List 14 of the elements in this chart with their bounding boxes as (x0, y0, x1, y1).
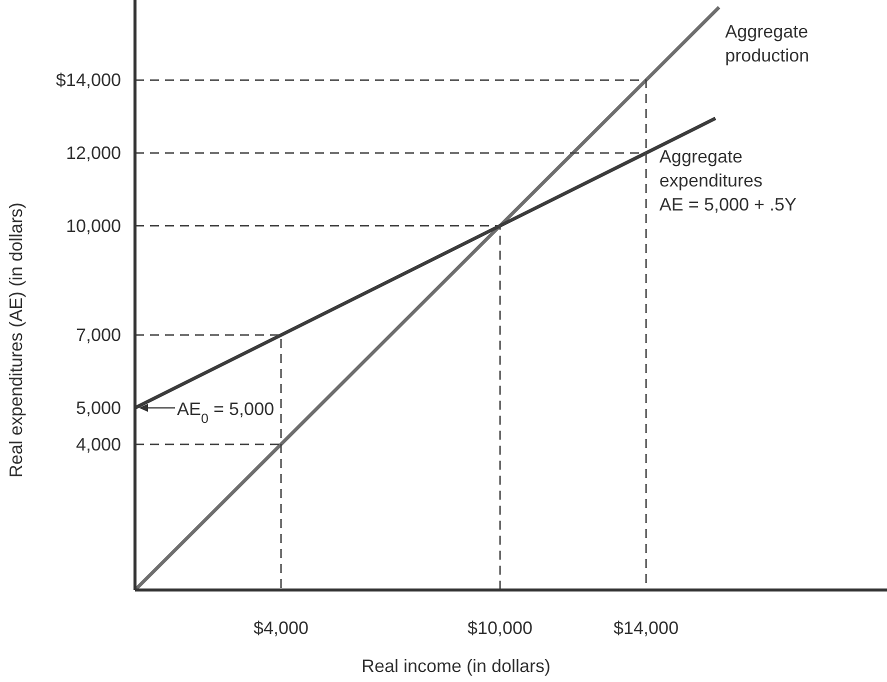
y-tick-label: 4,000 (76, 434, 121, 454)
annotation: Aggregate expenditures AE = 5,000 + .5Y (659, 146, 797, 214)
y-tick-label: $14,000 (56, 70, 121, 90)
y-axis-title: Real expenditures (AE) (in dollars) (6, 202, 26, 478)
x-tick-label: $4,000 (253, 618, 309, 638)
x-tick-label: $10,000 (468, 618, 533, 638)
x-axis-title: Real income (in dollars) (361, 656, 551, 676)
annotation: Aggregate production (725, 21, 810, 66)
y-tick-label: 5,000 (76, 398, 121, 418)
y-tick-label: 10,000 (66, 216, 121, 236)
x-tick-label: $14,000 (614, 618, 679, 638)
y-tick-label: 7,000 (76, 325, 121, 346)
annotation: AE$_{0}$ = 5,000 (177, 398, 274, 426)
y-tick-label: 12,000 (66, 142, 121, 163)
